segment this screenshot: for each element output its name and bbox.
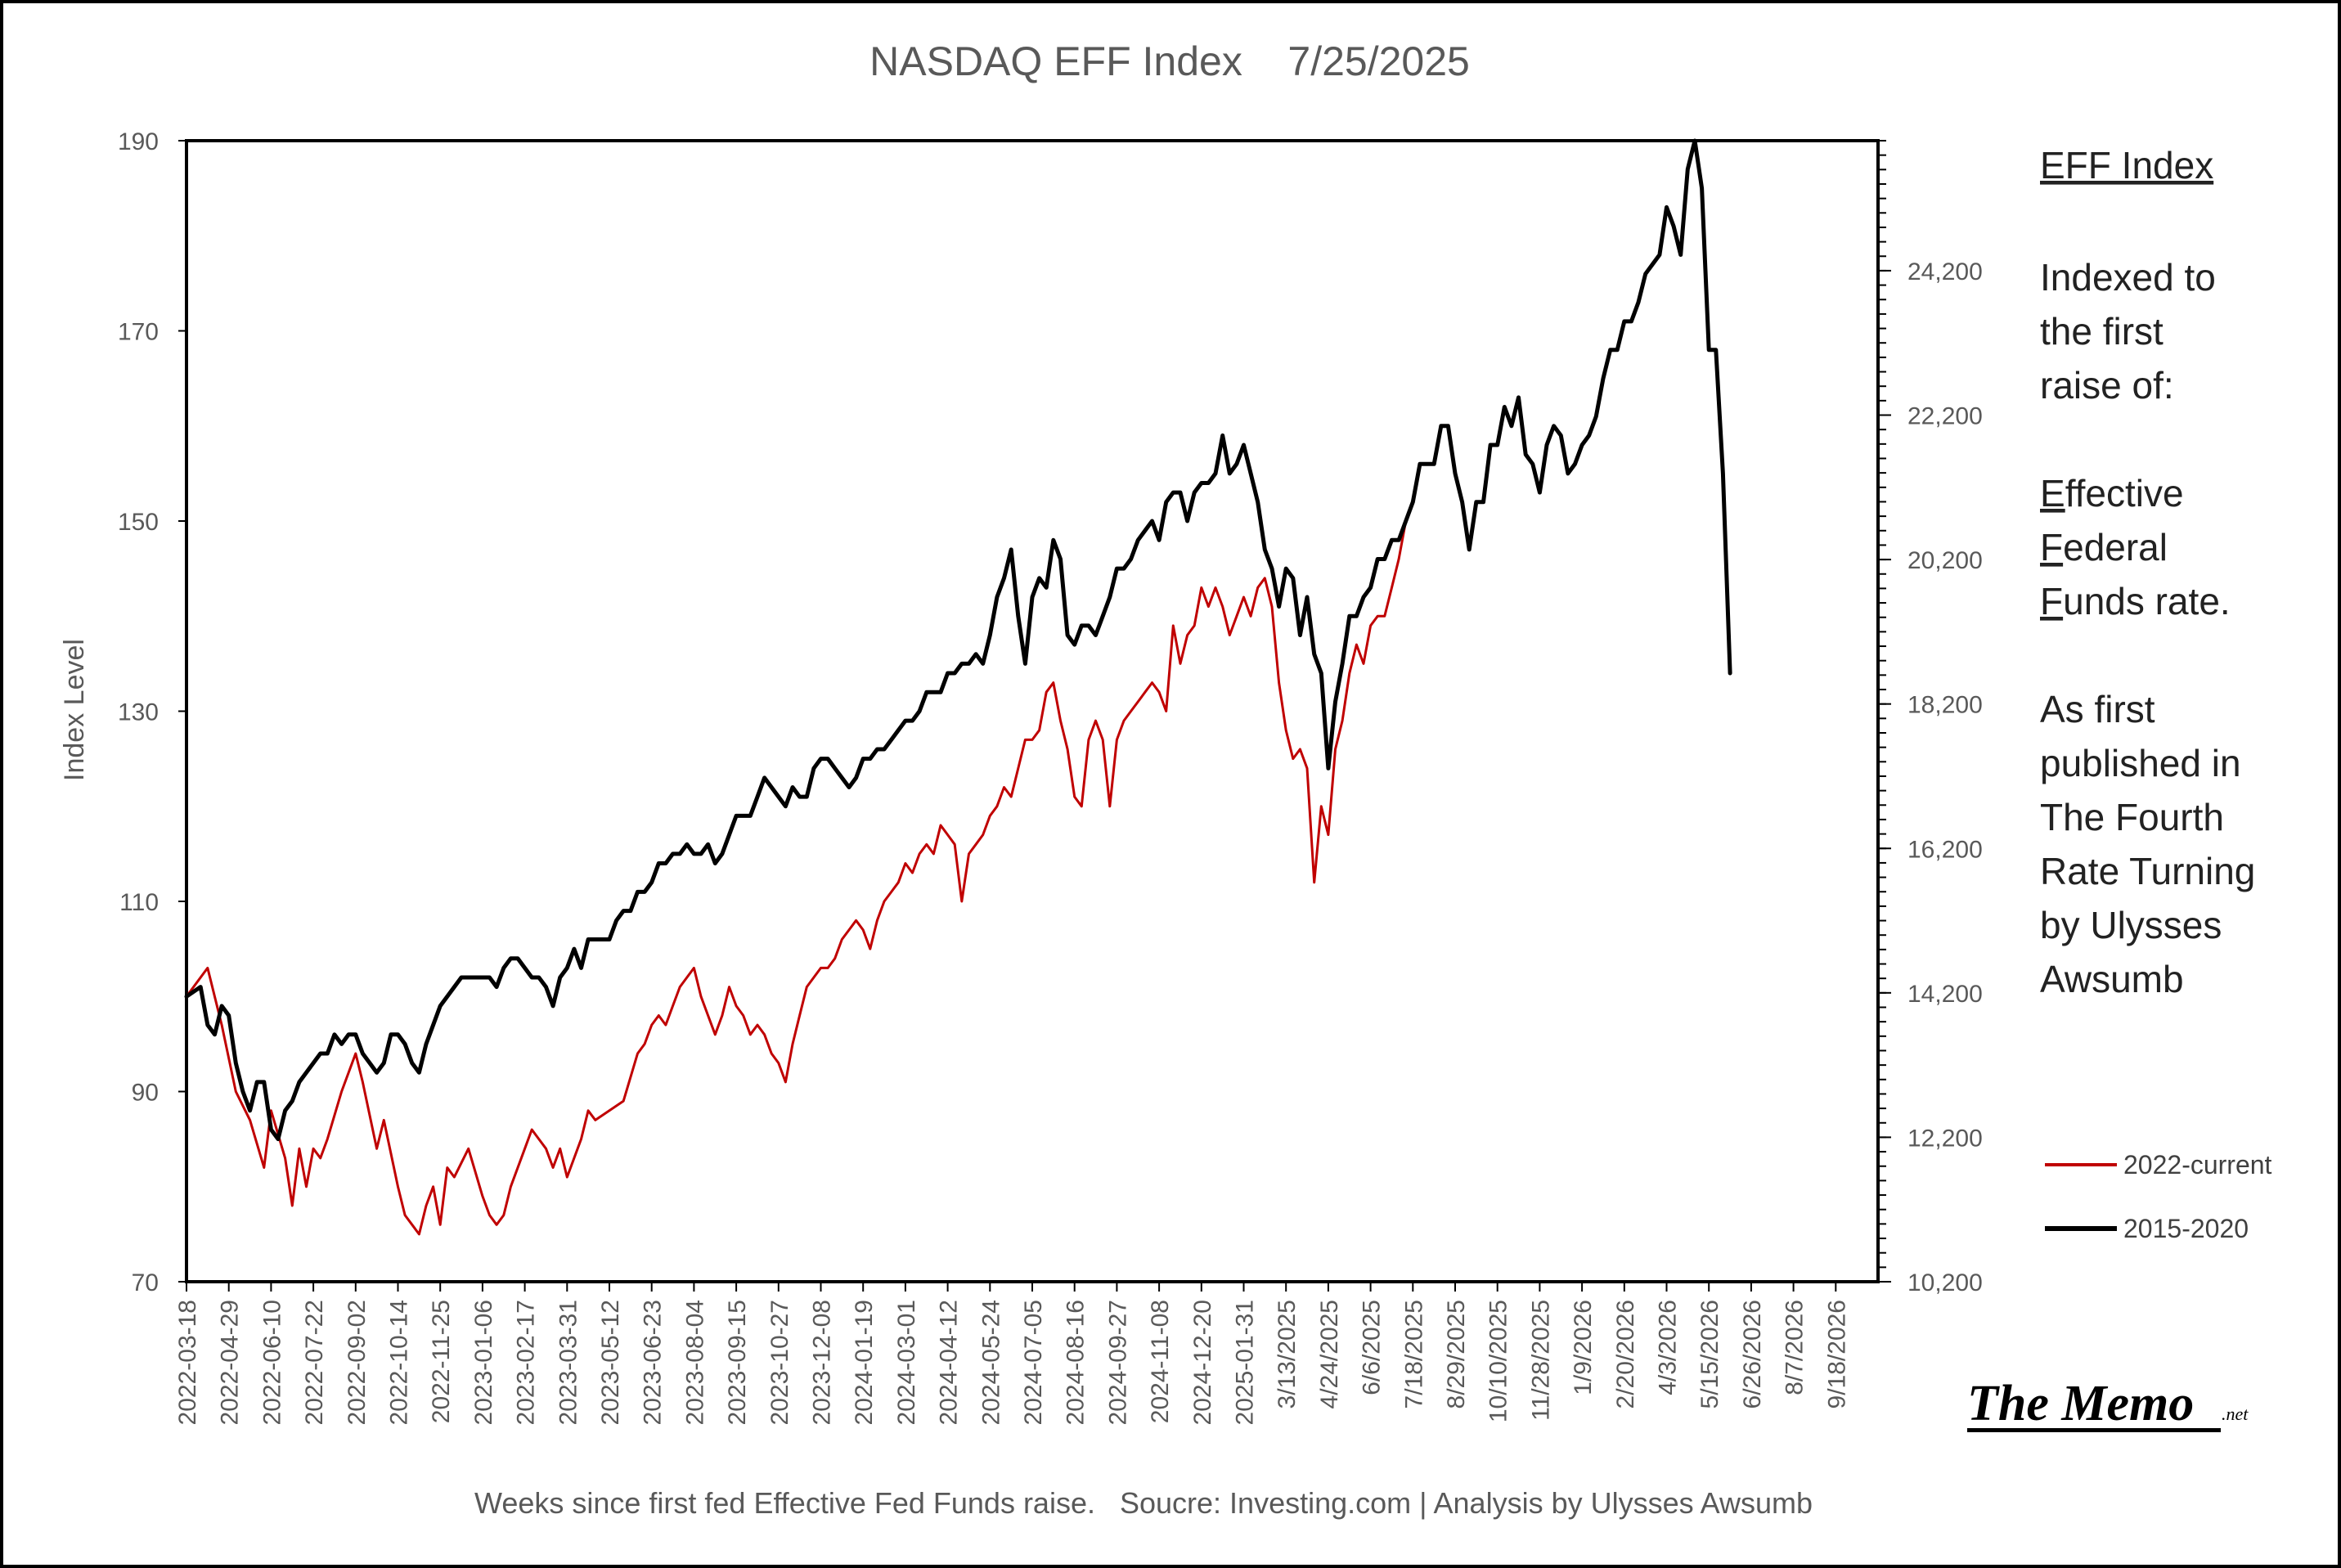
annotation-rest: unds rate.: [2063, 580, 2231, 622]
x-tick-label: 2023-09-15: [724, 1300, 751, 1425]
y2-tick-label: 20,200: [1907, 547, 1983, 574]
annotation-line: raise of:: [2040, 364, 2174, 407]
y-tick-label: 70: [132, 1269, 159, 1296]
brand-underline: [1967, 1428, 2221, 1432]
brand-logo: The Memo .net: [1967, 1376, 2249, 1432]
y-tick-label: 130: [118, 699, 159, 726]
y-axis-label: Index Level: [59, 639, 90, 781]
annotation-line: Indexed to: [2040, 256, 2216, 299]
annotation-line: Federal: [2040, 526, 2168, 568]
x-tick-label: 2024-03-01: [893, 1300, 920, 1425]
annotation-line: Rate Turning: [2040, 850, 2255, 892]
x-tick-label: 7/18/2025: [1400, 1300, 1427, 1409]
brand-name: The Memo: [1967, 1376, 2194, 1431]
chart-title: NASDAQ EFF Index 7/25/2025: [869, 38, 1470, 84]
annotation-initial: F: [2040, 580, 2063, 622]
x-tick-label: 2022-06-10: [258, 1300, 285, 1425]
x-tick-label: 8/7/2026: [1782, 1300, 1809, 1395]
x-tick-label: 2025-01-31: [1232, 1300, 1259, 1425]
x-tick-label: 2024-05-24: [977, 1300, 1004, 1425]
legend-label: 2015-2020: [2123, 1214, 2249, 1243]
legend: 2022-current 2015-2020: [2045, 1150, 2272, 1243]
y-tick-label: 190: [118, 128, 159, 155]
x-tick-label: 9/18/2026: [1823, 1300, 1850, 1409]
x-tick-label: 3/13/2025: [1274, 1300, 1301, 1409]
series-line-2022-current: [185, 519, 1408, 1236]
x-tick-label: 2024-09-27: [1104, 1300, 1131, 1425]
x-tick-label: 6/6/2025: [1359, 1300, 1386, 1395]
x-tick-label: 2024-01-19: [851, 1300, 878, 1425]
x-tick-label: 2024-07-05: [1020, 1300, 1047, 1425]
annotation-initial: F: [2040, 526, 2063, 568]
x-tick-label: 2022-03-18: [174, 1300, 201, 1425]
x-tick-label: 6/26/2026: [1739, 1300, 1766, 1409]
y2-tick-label: 12,200: [1907, 1125, 1983, 1152]
annotation-block: EFF Index Indexed to the first raise of: Eff…: [2040, 144, 2255, 1000]
y-tick-label: 110: [119, 889, 159, 916]
y-tick-label: 170: [118, 319, 159, 346]
x-tick-label: 5/15/2026: [1696, 1300, 1723, 1409]
y2-tick-label: 10,200: [1907, 1269, 1983, 1296]
annotation-line: The Fourth: [2040, 796, 2224, 838]
x-tick-label: 2023-02-17: [513, 1300, 540, 1425]
x-tick-label: 2/20/2026: [1612, 1300, 1639, 1409]
annotation-line: Awsumb: [2040, 958, 2184, 1000]
y2-tick-label: 22,200: [1907, 403, 1983, 430]
annotation-line: by Ulysses: [2040, 904, 2222, 946]
x-tick-label: 2022-11-25: [428, 1300, 455, 1423]
y-tick-label: 90: [132, 1080, 159, 1107]
annotation-line: the first: [2040, 310, 2164, 353]
annotation-heading: EFF Index: [2040, 144, 2213, 186]
x-tick-label: 2023-08-04: [681, 1300, 708, 1425]
x-tick-label: 1/9/2026: [1570, 1300, 1597, 1395]
x-tick-label: 11/28/2025: [1527, 1300, 1554, 1421]
annotation-line: published in: [2040, 742, 2241, 784]
y2-tick-label: 24,200: [1907, 258, 1983, 285]
x-tick-label: 2022-04-29: [217, 1300, 244, 1425]
x-tick-label: 2023-03-31: [555, 1300, 582, 1425]
y2-tick-label: 18,200: [1907, 692, 1983, 719]
x-tick-label: 2023-10-27: [766, 1300, 793, 1425]
annotation-line: As first: [2040, 688, 2155, 730]
x-tick-label: 2024-04-12: [936, 1300, 963, 1425]
x-tick-label: 2022-07-22: [301, 1300, 328, 1425]
legend-label: 2022-current: [2123, 1150, 2272, 1179]
x-tick-label: 8/29/2025: [1443, 1300, 1470, 1409]
annotation-line: Effective: [2040, 472, 2184, 514]
annotation-rest: ederal: [2063, 526, 2168, 568]
annotation-rest: ffective: [2065, 472, 2184, 514]
annotation-line: Funds rate.: [2040, 580, 2231, 622]
plot-area: 190 170 150 130 110 90 70 24,200 22,200 20,200 18,…: [118, 128, 1983, 1425]
y-tick-label: 150: [118, 509, 159, 536]
x-tick-label: 4/3/2026: [1655, 1300, 1682, 1395]
series-line-2015-2020: [184, 138, 1732, 1142]
y2-tick-label: 14,200: [1907, 981, 1983, 1008]
x-tick-label: 2023-05-12: [597, 1300, 624, 1425]
annotation-initial: E: [2040, 472, 2065, 514]
x-tick-label: 2022-09-02: [344, 1300, 371, 1425]
x-tick-label: 2023-01-06: [470, 1300, 497, 1425]
x-tick-label: 10/10/2025: [1485, 1300, 1512, 1422]
x-tick-label: 2023-12-08: [809, 1300, 836, 1425]
x-tick-label: 2024-08-16: [1063, 1300, 1090, 1425]
x-tick-label: 2022-10-14: [386, 1300, 413, 1425]
brand-suffix: .net: [2222, 1404, 2249, 1424]
x-tick-label: 4/24/2025: [1316, 1300, 1343, 1409]
x-tick-label: 2023-06-23: [640, 1300, 667, 1425]
y2-tick-label: 16,200: [1907, 836, 1983, 863]
x-tick-label: 2024-12-20: [1189, 1300, 1216, 1425]
x-tick-label: 2024-11-08: [1147, 1300, 1174, 1423]
x-axis-caption: Weeks since first fed Effective Fed Fund…: [474, 1486, 1813, 1520]
